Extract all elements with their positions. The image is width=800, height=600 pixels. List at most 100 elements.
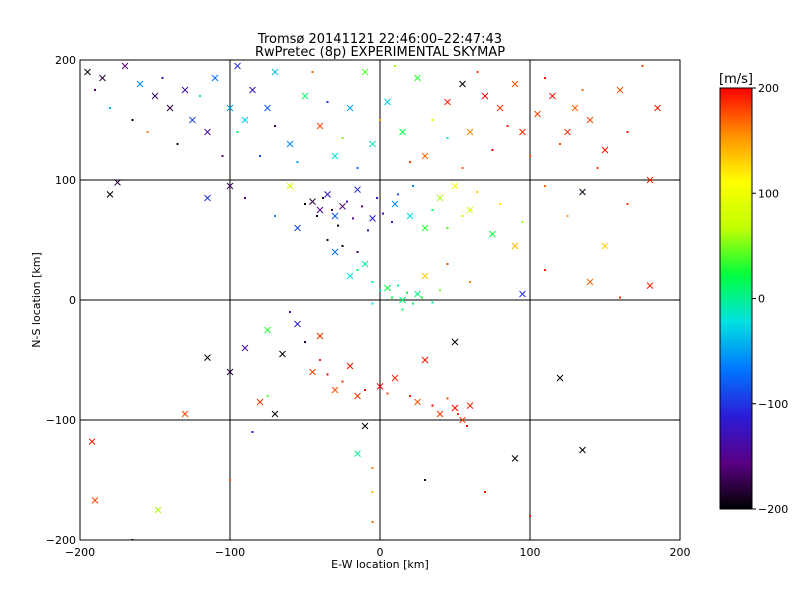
- data-point-dot: [356, 167, 359, 169]
- data-point-dot: [544, 269, 546, 271]
- data-point-cross: [121, 62, 129, 70]
- data-point-dot: [326, 373, 329, 376]
- data-point-cross: [451, 338, 459, 346]
- data-point-dot: [371, 281, 374, 283]
- data-point-cross: [511, 80, 519, 88]
- data-point-cross: [421, 224, 429, 232]
- data-point-cross: [309, 198, 316, 205]
- colorbar-tick-label: −200: [758, 503, 788, 516]
- data-point-cross: [234, 62, 241, 70]
- y-axis-label: N-S location [km]: [30, 252, 43, 348]
- data-point-dot: [341, 137, 344, 139]
- data-point-cross: [316, 122, 324, 130]
- data-point-cross: [301, 92, 309, 100]
- data-point-cross: [331, 152, 339, 160]
- data-point-cross: [549, 92, 556, 100]
- y-tick-label: 0: [69, 294, 76, 307]
- data-point-cross: [294, 320, 301, 328]
- data-point-cross: [154, 506, 162, 514]
- data-point-dot: [379, 289, 381, 292]
- data-point-dot: [566, 215, 569, 217]
- data-point-cross: [271, 68, 279, 76]
- data-point-dot: [296, 161, 299, 163]
- data-point-dot: [326, 101, 329, 103]
- data-point-dot: [446, 227, 449, 229]
- data-point-dot: [461, 215, 464, 217]
- data-point-cross: [414, 290, 421, 298]
- data-point-dot: [337, 224, 339, 227]
- data-point-dot: [446, 397, 449, 400]
- data-point-cross: [421, 272, 429, 280]
- data-point-cross: [391, 200, 399, 208]
- chart-title: Tromsø 20141121 22:46:00–22:47:43: [257, 32, 502, 47]
- data-point-dot: [382, 212, 384, 215]
- data-point-cross: [564, 128, 571, 136]
- data-point-dot: [409, 395, 411, 397]
- data-point-dot: [176, 143, 179, 145]
- data-point-cross: [481, 92, 489, 100]
- chart-subtitle: RwPretec (8p) EXPERIMENTAL SKYMAP: [255, 45, 505, 60]
- data-point-cross: [414, 398, 421, 406]
- data-point-cross: [204, 194, 211, 202]
- data-point-cross: [654, 104, 661, 112]
- data-point-cross: [601, 146, 609, 154]
- data-point-dot: [544, 185, 546, 187]
- data-point-dot: [161, 77, 164, 79]
- data-point-dot: [421, 296, 423, 299]
- data-point-dot: [397, 193, 399, 196]
- data-point-cross: [211, 74, 219, 82]
- data-point-cross: [106, 191, 114, 198]
- y-tick-label: −100: [46, 414, 76, 427]
- data-point-dot: [229, 479, 231, 481]
- x-axis-label: E-W location [km]: [331, 558, 429, 571]
- scatter-points: [84, 62, 661, 540]
- y-tick-label: 200: [55, 54, 76, 67]
- data-point-dot: [446, 263, 449, 265]
- data-point-dot: [371, 302, 374, 305]
- data-point-dot: [439, 289, 441, 292]
- data-point-dot: [626, 131, 629, 133]
- data-point-dot: [356, 269, 359, 271]
- data-point-cross: [264, 104, 271, 112]
- data-point-dot: [146, 131, 149, 133]
- data-point-cross: [519, 290, 526, 298]
- data-point-cross: [114, 179, 121, 186]
- data-point-cross: [399, 128, 406, 136]
- data-point-cross: [316, 206, 324, 214]
- data-point-dot: [364, 389, 366, 391]
- data-point-dot: [244, 197, 246, 199]
- data-point-dot: [641, 65, 644, 67]
- data-point-dot: [371, 467, 374, 469]
- data-point-cross: [451, 182, 459, 190]
- data-point-cross: [204, 128, 211, 136]
- data-point-dot: [331, 209, 333, 211]
- x-tick-label: 0: [377, 546, 384, 559]
- data-point-cross: [436, 410, 444, 418]
- data-point-dot: [619, 296, 621, 299]
- data-point-cross: [189, 116, 196, 124]
- data-point-dot: [319, 359, 321, 361]
- data-point-dot: [431, 404, 434, 407]
- data-point-dot: [499, 203, 501, 205]
- data-point-dot: [491, 149, 494, 151]
- y-tick-label: −200: [46, 534, 76, 547]
- data-point-dot: [476, 191, 479, 193]
- data-point-cross: [241, 116, 249, 124]
- data-point-cross: [286, 182, 294, 190]
- x-tick-label: −100: [215, 546, 245, 559]
- data-point-cross: [579, 446, 586, 454]
- data-point-cross: [181, 86, 189, 94]
- data-point-dot: [352, 217, 354, 220]
- data-point-dot: [626, 203, 629, 205]
- data-point-dot: [469, 281, 471, 283]
- data-point-cross: [264, 326, 271, 334]
- data-point-dot: [581, 89, 584, 91]
- data-point-dot: [401, 308, 404, 311]
- colorbar-tick-label: −100: [758, 398, 788, 411]
- colorbar-gradient: [719, 87, 753, 510]
- data-point-dot: [94, 89, 96, 91]
- data-point-cross: [646, 282, 654, 289]
- data-point-cross: [421, 356, 429, 364]
- data-point-dot: [346, 200, 348, 203]
- data-point-cross: [586, 278, 594, 286]
